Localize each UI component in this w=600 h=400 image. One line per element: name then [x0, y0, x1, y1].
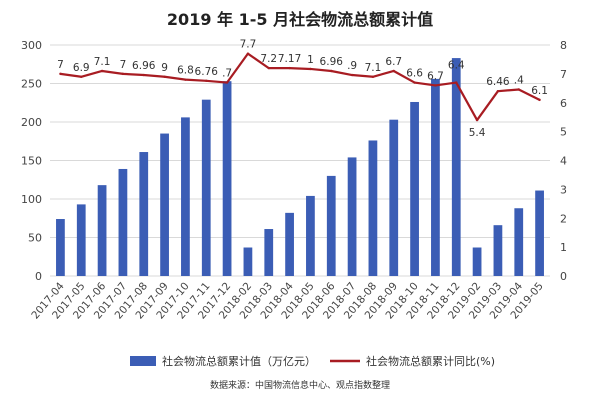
- line-point: [205, 79, 208, 83]
- bar: [472, 247, 482, 276]
- y-right-tick-label: 3: [560, 183, 567, 196]
- line-point: [80, 75, 83, 78]
- bar: [493, 225, 503, 276]
- source-note: 数据来源：中国物流信息中心、观点指数整理: [209, 381, 390, 391]
- line-data-label: 6.96: [132, 60, 156, 72]
- bar: [368, 140, 378, 276]
- y-right-tick-label: 2: [560, 212, 567, 225]
- bar: [431, 78, 440, 276]
- line-data-label: 6.1: [531, 85, 548, 97]
- bar: [243, 247, 253, 276]
- line-point: [163, 75, 166, 78]
- line-data-label: 6.8: [177, 65, 194, 77]
- y-left-tick-label: 250: [21, 78, 42, 91]
- bar: [347, 157, 357, 276]
- y-left-tick-label: 50: [28, 232, 42, 245]
- line-point: [517, 88, 520, 91]
- bar: [222, 81, 232, 276]
- bar: [514, 208, 524, 276]
- bar: [76, 204, 86, 276]
- y-left-tick-label: 150: [21, 155, 42, 168]
- line-point: [121, 72, 125, 76]
- line-data-label: 6.96: [320, 56, 344, 68]
- line-data-label: 6.46: [486, 76, 510, 88]
- y-right-tick-label: 6: [560, 97, 567, 110]
- bar: [160, 133, 169, 276]
- line-point: [455, 81, 458, 84]
- legend-line-label: 社会物流总额累计同比(%): [366, 354, 495, 368]
- line-point: [475, 118, 479, 122]
- line-point: [246, 52, 250, 55]
- line-data-label: 7: [120, 59, 127, 71]
- bar: [56, 219, 65, 276]
- line-data-label: .9: [347, 60, 357, 72]
- line-data-label: 9: [161, 62, 168, 74]
- line-point: [184, 78, 187, 81]
- line-point: [350, 73, 354, 77]
- bar: [451, 58, 461, 277]
- line-data-label: 7.1: [94, 56, 111, 68]
- line-point: [309, 67, 312, 71]
- bar: [118, 168, 128, 276]
- line-point: [267, 66, 270, 70]
- bar: [535, 190, 544, 276]
- bar: [306, 195, 315, 276]
- line-data-label: 7.2: [260, 53, 277, 65]
- line-data-label: 7: [57, 59, 64, 71]
- y-left-tick-label: 200: [21, 116, 42, 129]
- line-point: [59, 72, 62, 76]
- bar: [97, 185, 107, 276]
- line-series: [60, 52, 541, 122]
- bar: [410, 101, 419, 276]
- y-left-tick-label: 0: [35, 270, 42, 283]
- line-point: [225, 81, 229, 84]
- line-data-label: 7.1: [365, 62, 382, 74]
- y-left-tick-label: 100: [21, 193, 42, 206]
- line-point: [496, 90, 500, 93]
- line-data-label: 7.17: [278, 53, 301, 65]
- line-data-label: .7: [222, 68, 232, 80]
- line-data-label: 5.4: [469, 127, 486, 139]
- bar: [201, 99, 211, 276]
- line-data-label: 6.7: [427, 70, 444, 82]
- line-point: [434, 84, 437, 87]
- line-data-label: 7.7: [240, 39, 257, 51]
- line-data-label: 6.7: [385, 56, 402, 68]
- line-data-label: .4: [514, 74, 524, 86]
- y-right-tick-label: 7: [560, 68, 567, 81]
- bar: [264, 229, 274, 276]
- y-right-tick-label: 5: [560, 126, 567, 139]
- line-point: [538, 98, 541, 102]
- bar: [139, 152, 149, 276]
- line-point: [413, 81, 416, 84]
- line-point: [100, 69, 104, 73]
- bar: [326, 175, 336, 276]
- line-point: [330, 69, 333, 73]
- line-point: [142, 73, 145, 77]
- y-right-tick-label: 4: [560, 155, 567, 168]
- line-point: [392, 69, 395, 73]
- legend-bar-label: 社会物流总额累计值（万亿元）: [162, 354, 316, 368]
- line-point: [288, 66, 291, 70]
- chart-title: 2019 年 1-5 月社会物流总额累计值: [166, 10, 434, 29]
- line-data-label: 1: [307, 54, 314, 66]
- line-data-label: 6.9: [73, 62, 90, 74]
- bar: [285, 212, 294, 276]
- y-right-tick-label: 0: [560, 270, 567, 283]
- line-data-label: 6.76: [195, 66, 219, 78]
- line-data-label: 6.6: [406, 68, 423, 80]
- line-point: [371, 75, 375, 78]
- y-right-tick-label: 8: [560, 39, 567, 52]
- bar: [389, 119, 399, 276]
- y-left-tick-label: 300: [21, 39, 42, 52]
- line-data-label: 6.4: [448, 60, 465, 72]
- y-right-tick-label: 1: [560, 241, 567, 254]
- bar: [181, 117, 190, 276]
- legend-bar-swatch: [130, 356, 156, 366]
